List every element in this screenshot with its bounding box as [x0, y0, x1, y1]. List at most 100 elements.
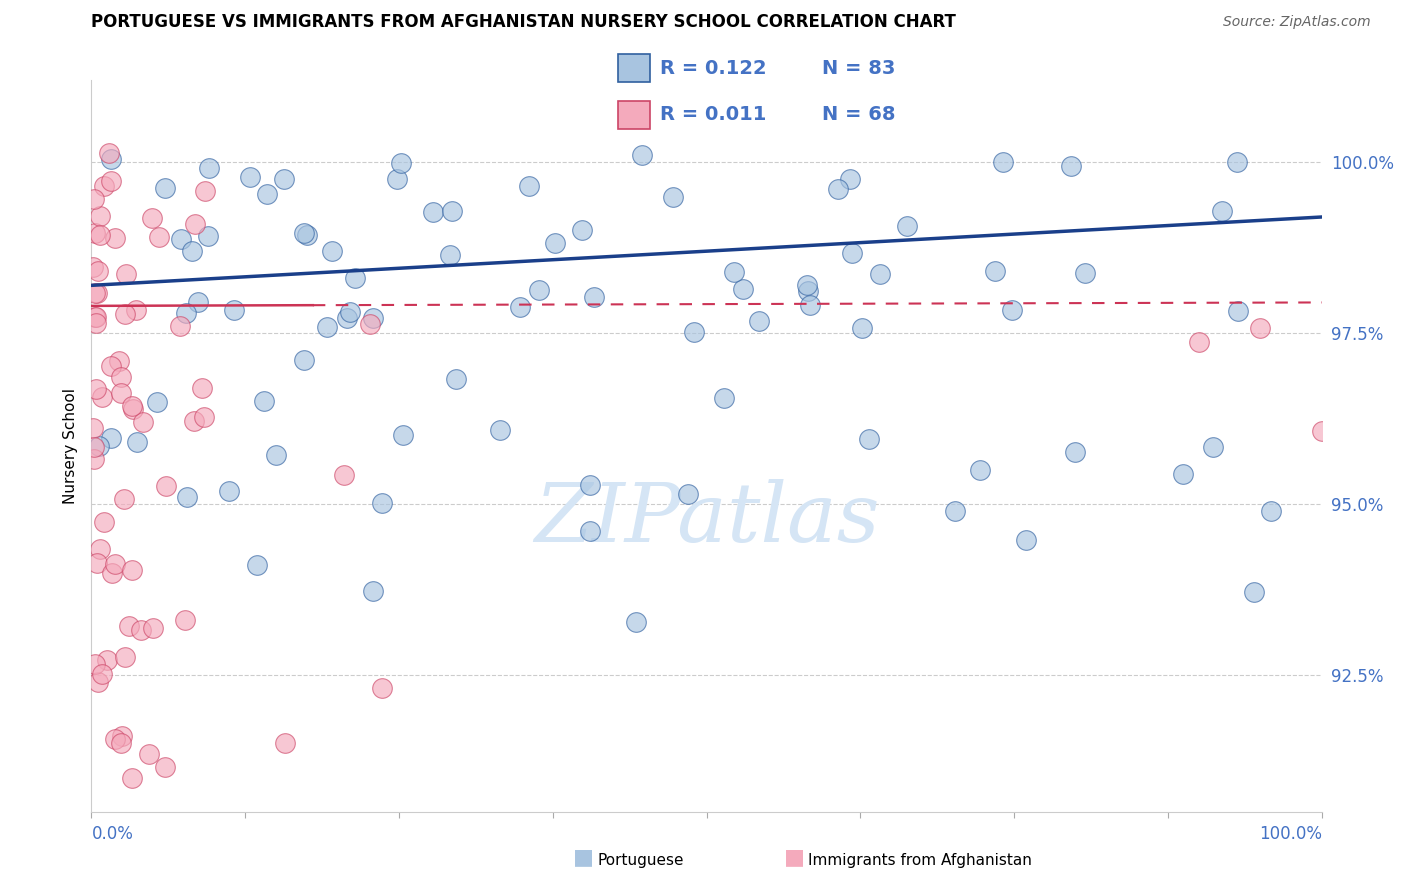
- Point: [83, 440, 105, 454]
- Text: Immigrants from Afghanistan: Immigrants from Afghanistan: [808, 854, 1032, 868]
- Text: Portuguese: Portuguese: [598, 854, 685, 868]
- Point: [713, 391, 735, 405]
- Point: [1171, 467, 1194, 482]
- Text: 100.0%: 100.0%: [1258, 825, 1322, 844]
- Point: [89, 228, 111, 243]
- Point: [194, 184, 217, 198]
- Point: [343, 270, 366, 285]
- Point: [969, 462, 991, 476]
- Text: ■: ■: [785, 847, 804, 867]
- Point: [121, 562, 143, 576]
- Point: [624, 615, 647, 630]
- Text: N = 83: N = 83: [821, 59, 896, 78]
- Point: [183, 217, 205, 231]
- Point: [114, 650, 136, 665]
- Point: [84, 383, 107, 397]
- Point: [1260, 504, 1282, 518]
- Point: [869, 267, 891, 281]
- Point: [321, 244, 343, 259]
- Text: ZIPatlas: ZIPatlas: [534, 479, 879, 559]
- Point: [441, 204, 464, 219]
- Point: [292, 353, 315, 368]
- Point: [82, 260, 104, 274]
- Text: R = 0.011: R = 0.011: [661, 105, 766, 124]
- Point: [631, 148, 654, 162]
- Point: [141, 211, 163, 226]
- Point: [797, 284, 820, 298]
- Point: [1060, 160, 1083, 174]
- Point: [839, 171, 862, 186]
- Point: [110, 369, 132, 384]
- Point: [148, 229, 170, 244]
- Point: [86, 556, 108, 570]
- Text: 0.0%: 0.0%: [91, 825, 134, 844]
- Point: [142, 621, 165, 635]
- Point: [579, 477, 602, 491]
- Text: R = 0.122: R = 0.122: [661, 59, 766, 78]
- Point: [1226, 303, 1249, 318]
- Point: [571, 223, 593, 237]
- Point: [104, 557, 127, 571]
- Point: [509, 300, 531, 314]
- Point: [359, 317, 381, 331]
- Point: [1202, 440, 1225, 454]
- Point: [104, 731, 127, 746]
- Point: [176, 305, 198, 319]
- Point: [682, 325, 704, 339]
- Point: [187, 295, 209, 310]
- Point: [274, 736, 297, 750]
- Point: [1243, 585, 1265, 599]
- Point: [316, 320, 339, 334]
- Point: [799, 298, 821, 312]
- Point: [93, 515, 115, 529]
- Point: [183, 414, 205, 428]
- Point: [112, 492, 135, 507]
- Point: [83, 227, 105, 241]
- Point: [110, 736, 132, 750]
- Point: [527, 283, 550, 297]
- Point: [1001, 303, 1024, 318]
- Point: [84, 316, 107, 330]
- Point: [127, 435, 149, 450]
- Point: [361, 310, 384, 325]
- Point: [100, 153, 122, 167]
- Point: [851, 321, 873, 335]
- Point: [292, 226, 315, 240]
- Point: [1015, 533, 1038, 548]
- Point: [89, 541, 111, 556]
- Point: [519, 178, 541, 193]
- Point: [115, 267, 138, 281]
- Point: [169, 319, 191, 334]
- Point: [110, 386, 132, 401]
- Point: [991, 154, 1014, 169]
- Point: [391, 428, 413, 442]
- Point: [83, 451, 105, 466]
- Point: [731, 282, 754, 296]
- Point: [1074, 266, 1097, 280]
- Point: [339, 305, 361, 319]
- Text: ■: ■: [574, 847, 593, 867]
- Point: [125, 302, 148, 317]
- Point: [422, 205, 444, 219]
- Point: [943, 504, 966, 518]
- Point: [295, 228, 318, 243]
- Point: [579, 524, 602, 538]
- Point: [107, 353, 129, 368]
- Point: [984, 264, 1007, 278]
- Point: [896, 219, 918, 233]
- Point: [155, 479, 177, 493]
- Point: [1063, 445, 1085, 459]
- Point: [193, 410, 215, 425]
- Point: [583, 291, 606, 305]
- Point: [747, 314, 769, 328]
- Point: [104, 231, 127, 245]
- Point: [138, 747, 160, 761]
- Point: [1249, 320, 1271, 334]
- Point: [385, 171, 408, 186]
- Text: Source: ZipAtlas.com: Source: ZipAtlas.com: [1223, 14, 1371, 29]
- Point: [101, 566, 124, 580]
- Point: [273, 172, 295, 186]
- Bar: [619, 54, 651, 82]
- Point: [190, 381, 212, 395]
- Point: [122, 402, 145, 417]
